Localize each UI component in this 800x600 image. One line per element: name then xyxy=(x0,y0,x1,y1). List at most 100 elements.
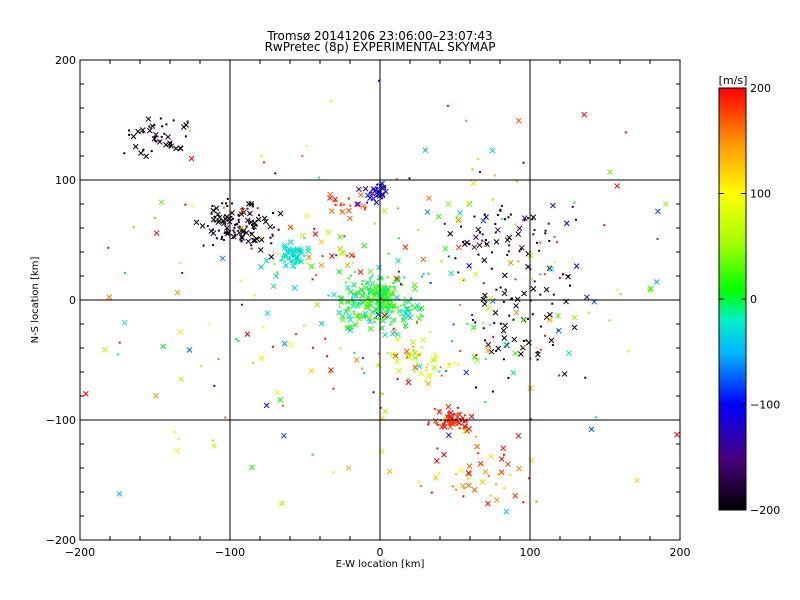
data-point xyxy=(226,228,229,231)
data-point xyxy=(225,202,228,205)
data-point xyxy=(488,348,495,355)
data-point xyxy=(544,232,547,235)
data-point xyxy=(492,335,495,338)
data-point xyxy=(272,273,279,279)
data-point xyxy=(418,370,424,377)
data-point xyxy=(445,432,452,439)
x-tick-label: 200 xyxy=(670,546,691,559)
data-point xyxy=(418,305,425,312)
data-point xyxy=(291,260,294,263)
data-point xyxy=(527,252,534,259)
data-point xyxy=(345,308,348,311)
data-point xyxy=(332,471,335,474)
data-point xyxy=(237,221,240,224)
data-point xyxy=(455,488,458,491)
data-point xyxy=(484,401,487,404)
data-point xyxy=(432,352,439,358)
data-point xyxy=(346,313,353,320)
data-point xyxy=(262,326,265,329)
data-point xyxy=(491,198,494,201)
data-point xyxy=(202,244,205,247)
data-point xyxy=(121,319,128,326)
data-point xyxy=(279,259,282,262)
data-point xyxy=(292,259,299,266)
data-point xyxy=(138,150,144,157)
data-point xyxy=(225,232,228,235)
data-point xyxy=(245,200,252,207)
data-point xyxy=(404,305,411,312)
data-point xyxy=(250,237,257,244)
data-point xyxy=(485,305,492,312)
data-point xyxy=(273,263,276,266)
data-point xyxy=(396,207,399,210)
data-point xyxy=(608,319,611,322)
data-point xyxy=(233,226,236,229)
data-point xyxy=(402,310,408,317)
data-point xyxy=(218,229,221,232)
data-point xyxy=(412,364,419,371)
data-point xyxy=(461,241,468,248)
data-point xyxy=(116,491,123,497)
data-point xyxy=(257,214,260,217)
data-point xyxy=(530,286,537,292)
data-point xyxy=(153,131,159,138)
data-point xyxy=(287,250,290,253)
data-point xyxy=(258,264,264,270)
data-point xyxy=(207,322,210,325)
data-point xyxy=(302,324,305,327)
data-point xyxy=(546,316,553,323)
data-point xyxy=(244,217,251,224)
data-point xyxy=(674,431,680,438)
data-point xyxy=(421,315,424,318)
data-point xyxy=(410,308,413,311)
data-point xyxy=(376,264,382,271)
data-point xyxy=(238,234,245,240)
data-point xyxy=(318,176,321,179)
data-point xyxy=(392,309,395,312)
data-point xyxy=(392,327,395,330)
data-point xyxy=(213,215,216,218)
data-point xyxy=(448,421,451,424)
data-point xyxy=(326,355,329,358)
data-point xyxy=(346,254,349,257)
data-point xyxy=(450,340,453,343)
data-point xyxy=(281,433,287,439)
data-point xyxy=(499,208,502,211)
data-point xyxy=(82,390,89,397)
data-point xyxy=(388,304,391,307)
data-point xyxy=(199,222,206,229)
data-point xyxy=(425,381,432,387)
data-point xyxy=(376,278,379,281)
data-point xyxy=(484,245,487,248)
data-point xyxy=(329,371,332,374)
data-point xyxy=(240,228,247,235)
data-point xyxy=(343,235,346,238)
data-point xyxy=(390,321,393,324)
data-point xyxy=(456,411,463,418)
data-point xyxy=(281,244,288,251)
data-points xyxy=(82,79,680,515)
data-point xyxy=(377,290,380,293)
data-point xyxy=(355,201,362,208)
data-point xyxy=(268,254,275,260)
data-point xyxy=(361,279,364,282)
data-point xyxy=(370,287,373,290)
data-point xyxy=(435,213,442,220)
data-point xyxy=(496,473,499,476)
data-point xyxy=(353,357,360,363)
data-point xyxy=(471,487,478,493)
data-point xyxy=(522,339,525,342)
data-point xyxy=(515,117,522,124)
data-point xyxy=(503,508,510,515)
data-point xyxy=(177,329,184,335)
data-point xyxy=(249,464,255,471)
data-point xyxy=(470,180,477,186)
data-point xyxy=(563,220,570,227)
data-point xyxy=(507,216,510,219)
data-point xyxy=(311,278,314,281)
data-point xyxy=(468,243,471,246)
data-point xyxy=(403,348,410,355)
data-point xyxy=(226,197,229,200)
data-point xyxy=(287,239,294,245)
data-point xyxy=(281,242,288,249)
